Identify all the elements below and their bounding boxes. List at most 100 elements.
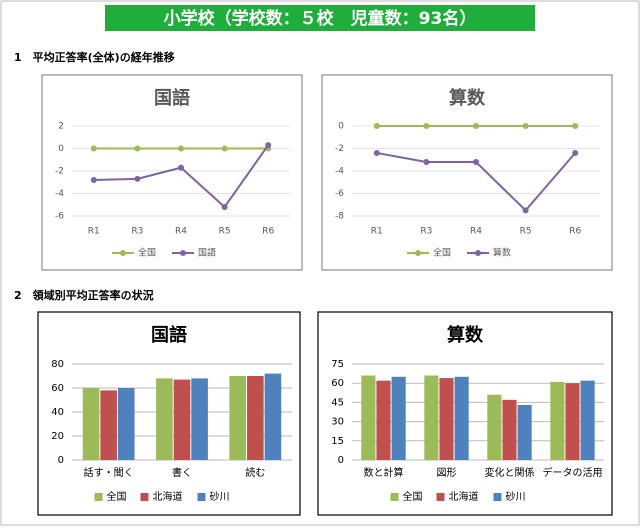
- legend-label: 全国: [138, 247, 156, 259]
- chart-title: 国語: [151, 324, 187, 346]
- point: [90, 177, 97, 183]
- point: [423, 123, 430, 129]
- legend-label: 算数: [493, 247, 511, 259]
- point: [373, 123, 380, 129]
- point: [178, 145, 184, 152]
- y-tick-label: -8: [335, 212, 344, 222]
- legend-swatch: [197, 493, 206, 501]
- x-tick-label: R4: [470, 227, 482, 237]
- point: [423, 159, 430, 165]
- y-tick-label: -4: [55, 189, 64, 199]
- bar: [173, 379, 191, 460]
- y-tick-label: 60: [51, 383, 64, 394]
- bar: [247, 376, 264, 460]
- legend-marker: [120, 250, 126, 256]
- x-tick-label: R3: [131, 227, 143, 237]
- point: [178, 164, 184, 171]
- legend-label: 砂川: [210, 490, 230, 503]
- x-tick-label: 図形: [437, 467, 457, 479]
- legend-marker: [415, 250, 421, 256]
- y-tick-label: 30: [331, 417, 344, 428]
- point: [572, 150, 579, 156]
- y-tick-label: 45: [331, 397, 344, 408]
- x-tick-label: R6: [569, 227, 581, 237]
- point: [134, 175, 141, 182]
- x-tick-label: R1: [371, 227, 383, 237]
- legend-label: 砂川: [506, 490, 526, 503]
- chart-title: 算数: [447, 324, 484, 346]
- header-title: 小学校（学校数：５校 児童数：93名）: [164, 8, 477, 29]
- legend-label: 全国: [107, 490, 127, 503]
- y-tick-label: 0: [58, 144, 64, 154]
- chart-title: 算数: [449, 87, 486, 109]
- bar: [361, 375, 376, 460]
- section-heading: 1 平均正答率(全体)の経年推移: [14, 50, 175, 64]
- legend-swatch: [390, 493, 399, 501]
- point: [90, 145, 97, 152]
- y-tick-label: 15: [331, 436, 344, 447]
- legend-label: 北海道: [449, 490, 479, 503]
- legend-marker: [180, 250, 186, 256]
- section-heading: 2 領域別平均正答率の状況: [14, 288, 154, 302]
- bar: [264, 373, 282, 460]
- x-tick-label: R3: [420, 227, 432, 237]
- point: [572, 123, 579, 129]
- x-tick-label: 書く: [172, 466, 192, 479]
- y-tick-label: -4: [335, 167, 344, 177]
- bar: [156, 378, 173, 460]
- legend-marker: [475, 250, 481, 256]
- x-tick-label: R5: [219, 227, 231, 237]
- chart-panel: [41, 74, 303, 271]
- x-tick-label: 話す・聞く: [84, 466, 134, 479]
- x-tick-label: データの活用: [543, 466, 603, 479]
- bar: [580, 380, 595, 460]
- bar: [391, 376, 406, 460]
- point: [522, 123, 529, 129]
- bar: [117, 388, 135, 460]
- bar: [82, 388, 100, 460]
- x-tick-label: 変化と関係: [485, 466, 535, 479]
- legend-label: 北海道: [153, 490, 183, 503]
- bar: [517, 404, 532, 460]
- legend-swatch: [140, 493, 149, 501]
- x-tick-label: R6: [262, 227, 274, 237]
- legend-label: 全国: [403, 490, 423, 503]
- y-tick-label: 75: [331, 359, 344, 370]
- bar: [100, 390, 117, 460]
- bar: [502, 399, 517, 460]
- y-tick-label: 0: [338, 122, 344, 132]
- y-tick-label: 0: [338, 455, 344, 466]
- y-tick-label: 2: [58, 122, 64, 132]
- header-banner: [105, 5, 535, 31]
- point: [473, 159, 479, 165]
- bar: [439, 378, 454, 460]
- x-tick-label: R1: [88, 227, 100, 237]
- y-tick-label: -6: [335, 189, 344, 199]
- point: [221, 204, 228, 210]
- legend-swatch: [436, 493, 445, 501]
- point: [473, 123, 479, 129]
- bar: [376, 380, 391, 460]
- x-tick-label: 数と計算: [364, 466, 404, 479]
- legend-swatch: [493, 493, 502, 501]
- legend-label: 国語: [198, 247, 216, 259]
- point: [221, 145, 228, 152]
- y-tick-label: 0: [58, 455, 64, 466]
- bar: [487, 394, 502, 460]
- x-tick-label: R4: [175, 227, 187, 237]
- bar: [191, 378, 208, 460]
- chart-panel: [321, 74, 613, 271]
- bar: [550, 381, 565, 460]
- bar: [424, 375, 439, 460]
- chart-title: 国語: [154, 87, 190, 109]
- y-tick-label: 20: [51, 431, 64, 442]
- y-tick-label: 60: [331, 378, 344, 389]
- bar: [565, 383, 580, 460]
- y-tick-label: 40: [51, 407, 64, 418]
- y-tick-label: -2: [55, 167, 64, 177]
- y-tick-label: -2: [335, 144, 344, 154]
- y-tick-label: 80: [51, 359, 64, 370]
- x-tick-label: 読む: [245, 466, 265, 479]
- point: [522, 207, 529, 214]
